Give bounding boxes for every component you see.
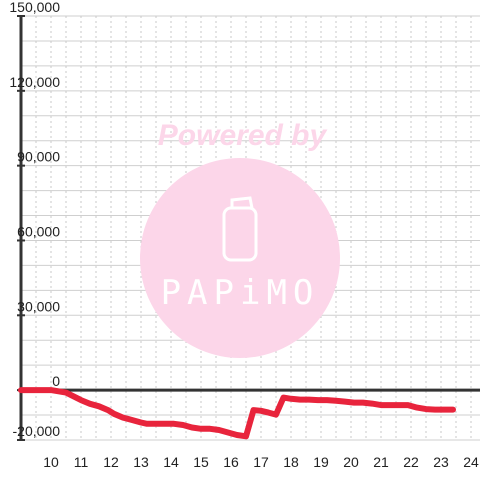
x-tick-label: 17 [253,454,269,470]
x-tick-label: 22 [403,454,419,470]
x-tick-label: 13 [133,454,149,470]
x-tick-label: 16 [223,454,239,470]
x-tick-label: 18 [283,454,299,470]
series [18,387,456,440]
x-tick-label: 19 [313,454,329,470]
y-tick-label: 150,000 [9,0,60,15]
x-tick-label: 21 [373,454,389,470]
watermark: Powered by PAPiMO [140,119,340,358]
x-tick-label: 11 [74,454,89,470]
x-tick-labels: 10 11 12 13 14 15 16 17 18 19 20 21 22 23 24 [43,454,479,470]
x-tick-label: 14 [163,454,179,470]
x-tick-label: 24 [463,454,479,470]
y-tick-label: 0 [52,373,60,389]
y-tick-labels: 150,000 120,000 90,000 60,000 30,000 0 -20,000 [9,0,60,439]
phone-icon [222,196,258,262]
y-tick-label: 90,000 [17,149,60,165]
x-tick-label: 23 [433,454,449,470]
y-tick-label: 30,000 [17,298,60,314]
y-tick-label: 120,000 [9,74,60,90]
watermark-brand: PAPiMO [161,273,320,313]
x-tick-label: 12 [103,454,119,470]
x-tick-label: 20 [343,454,359,470]
y-tick-label: 60,000 [17,223,60,239]
watermark-circle [140,158,340,358]
watermark-powered-by: Powered by [158,119,328,152]
x-tick-label: 10 [43,454,59,470]
y-tick-label: -20,000 [13,423,61,439]
x-tick-label: 15 [193,454,209,470]
series-line [18,387,456,440]
